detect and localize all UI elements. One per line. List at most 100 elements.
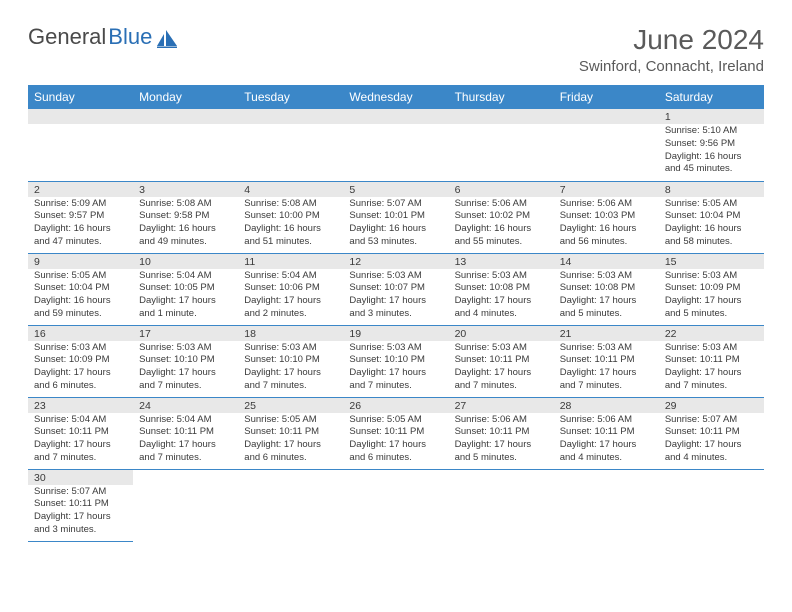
day-number: 21 [554,326,659,341]
calendar-cell [554,109,659,181]
calendar-cell: 3Sunrise: 5:08 AMSunset: 9:58 PMDaylight… [133,181,238,253]
logo-sails-icon [157,28,179,46]
calendar-cell [238,469,343,541]
calendar-cell: 10Sunrise: 5:04 AMSunset: 10:05 PMDaylig… [133,253,238,325]
day-info: Sunrise: 5:04 AMSunset: 10:11 PMDaylight… [133,413,238,468]
day-number: 12 [343,254,448,269]
calendar-cell: 11Sunrise: 5:04 AMSunset: 10:06 PMDaylig… [238,253,343,325]
day-info: Sunrise: 5:03 AMSunset: 10:11 PMDaylight… [554,341,659,396]
location: Swinford, Connacht, Ireland [579,58,764,75]
day-info: Sunrise: 5:03 AMSunset: 10:08 PMDaylight… [554,269,659,324]
calendar-row: 2Sunrise: 5:09 AMSunset: 9:57 PMDaylight… [28,181,764,253]
day-number: 20 [449,326,554,341]
day-info: Sunrise: 5:09 AMSunset: 9:57 PMDaylight:… [28,197,133,252]
calendar-cell: 16Sunrise: 5:03 AMSunset: 10:09 PMDaylig… [28,325,133,397]
day-number: 7 [554,182,659,197]
day-info: Sunrise: 5:05 AMSunset: 10:04 PMDaylight… [659,197,764,252]
day-number: 8 [659,182,764,197]
day-info: Sunrise: 5:03 AMSunset: 10:10 PMDaylight… [238,341,343,396]
header: GeneralBlue June 2024 Swinford, Connacht… [28,24,764,75]
calendar-cell [343,109,448,181]
day-number: 1 [659,109,764,124]
calendar-cell: 17Sunrise: 5:03 AMSunset: 10:10 PMDaylig… [133,325,238,397]
day-info: Sunrise: 5:03 AMSunset: 10:08 PMDaylight… [449,269,554,324]
calendar-cell: 25Sunrise: 5:05 AMSunset: 10:11 PMDaylig… [238,397,343,469]
calendar-cell [449,109,554,181]
calendar-table: SundayMondayTuesdayWednesdayThursdayFrid… [28,85,764,542]
day-header-row: SundayMondayTuesdayWednesdayThursdayFrid… [28,85,764,109]
day-number: 9 [28,254,133,269]
day-number: 28 [554,398,659,413]
day-number: 17 [133,326,238,341]
day-info: Sunrise: 5:03 AMSunset: 10:11 PMDaylight… [659,341,764,396]
calendar-cell: 9Sunrise: 5:05 AMSunset: 10:04 PMDayligh… [28,253,133,325]
day-header: Friday [554,85,659,109]
logo: GeneralBlue [28,24,179,50]
calendar-cell: 29Sunrise: 5:07 AMSunset: 10:11 PMDaylig… [659,397,764,469]
calendar-cell: 8Sunrise: 5:05 AMSunset: 10:04 PMDayligh… [659,181,764,253]
day-header: Wednesday [343,85,448,109]
calendar-cell: 20Sunrise: 5:03 AMSunset: 10:11 PMDaylig… [449,325,554,397]
logo-text-general: General [28,24,106,50]
header-right: June 2024 Swinford, Connacht, Ireland [579,24,764,75]
day-number: 27 [449,398,554,413]
day-info: Sunrise: 5:03 AMSunset: 10:10 PMDaylight… [133,341,238,396]
day-header: Tuesday [238,85,343,109]
calendar-cell [554,469,659,541]
calendar-cell: 12Sunrise: 5:03 AMSunset: 10:07 PMDaylig… [343,253,448,325]
calendar-cell: 19Sunrise: 5:03 AMSunset: 10:10 PMDaylig… [343,325,448,397]
calendar-cell: 18Sunrise: 5:03 AMSunset: 10:10 PMDaylig… [238,325,343,397]
month-title: June 2024 [579,24,764,56]
day-info: Sunrise: 5:06 AMSunset: 10:03 PMDaylight… [554,197,659,252]
calendar-cell: 4Sunrise: 5:08 AMSunset: 10:00 PMDayligh… [238,181,343,253]
calendar-cell: 21Sunrise: 5:03 AMSunset: 10:11 PMDaylig… [554,325,659,397]
calendar-cell [133,469,238,541]
calendar-cell: 1Sunrise: 5:10 AMSunset: 9:56 PMDaylight… [659,109,764,181]
calendar-body: 1Sunrise: 5:10 AMSunset: 9:56 PMDaylight… [28,109,764,541]
day-info: Sunrise: 5:07 AMSunset: 10:11 PMDaylight… [659,413,764,468]
calendar-cell: 24Sunrise: 5:04 AMSunset: 10:11 PMDaylig… [133,397,238,469]
day-info: Sunrise: 5:08 AMSunset: 9:58 PMDaylight:… [133,197,238,252]
day-number: 16 [28,326,133,341]
calendar-cell: 26Sunrise: 5:05 AMSunset: 10:11 PMDaylig… [343,397,448,469]
day-info: Sunrise: 5:08 AMSunset: 10:00 PMDaylight… [238,197,343,252]
calendar-cell: 27Sunrise: 5:06 AMSunset: 10:11 PMDaylig… [449,397,554,469]
calendar-cell: 6Sunrise: 5:06 AMSunset: 10:02 PMDayligh… [449,181,554,253]
calendar-cell: 23Sunrise: 5:04 AMSunset: 10:11 PMDaylig… [28,397,133,469]
day-number: 24 [133,398,238,413]
calendar-cell: 13Sunrise: 5:03 AMSunset: 10:08 PMDaylig… [449,253,554,325]
day-number: 2 [28,182,133,197]
calendar-row: 9Sunrise: 5:05 AMSunset: 10:04 PMDayligh… [28,253,764,325]
calendar-cell: 15Sunrise: 5:03 AMSunset: 10:09 PMDaylig… [659,253,764,325]
day-info: Sunrise: 5:05 AMSunset: 10:04 PMDaylight… [28,269,133,324]
day-number: 26 [343,398,448,413]
calendar-cell: 22Sunrise: 5:03 AMSunset: 10:11 PMDaylig… [659,325,764,397]
day-info: Sunrise: 5:06 AMSunset: 10:11 PMDaylight… [554,413,659,468]
day-info: Sunrise: 5:06 AMSunset: 10:02 PMDaylight… [449,197,554,252]
day-info: Sunrise: 5:07 AMSunset: 10:01 PMDaylight… [343,197,448,252]
day-header: Saturday [659,85,764,109]
calendar-cell [449,469,554,541]
day-number: 4 [238,182,343,197]
day-info: Sunrise: 5:04 AMSunset: 10:05 PMDaylight… [133,269,238,324]
day-info: Sunrise: 5:03 AMSunset: 10:09 PMDaylight… [659,269,764,324]
day-info: Sunrise: 5:03 AMSunset: 10:10 PMDaylight… [343,341,448,396]
day-number: 10 [133,254,238,269]
calendar-cell: 28Sunrise: 5:06 AMSunset: 10:11 PMDaylig… [554,397,659,469]
calendar-cell [238,109,343,181]
logo-text-blue: Blue [108,24,152,50]
day-info: Sunrise: 5:05 AMSunset: 10:11 PMDaylight… [343,413,448,468]
calendar-cell: 7Sunrise: 5:06 AMSunset: 10:03 PMDayligh… [554,181,659,253]
day-number: 29 [659,398,764,413]
day-number: 23 [28,398,133,413]
calendar-row: 16Sunrise: 5:03 AMSunset: 10:09 PMDaylig… [28,325,764,397]
day-number: 11 [238,254,343,269]
day-number: 18 [238,326,343,341]
calendar-cell: 5Sunrise: 5:07 AMSunset: 10:01 PMDayligh… [343,181,448,253]
day-info: Sunrise: 5:04 AMSunset: 10:11 PMDaylight… [28,413,133,468]
calendar-cell: 2Sunrise: 5:09 AMSunset: 9:57 PMDaylight… [28,181,133,253]
day-number: 22 [659,326,764,341]
day-info: Sunrise: 5:03 AMSunset: 10:11 PMDaylight… [449,341,554,396]
day-number: 6 [449,182,554,197]
calendar-cell: 30Sunrise: 5:07 AMSunset: 10:11 PMDaylig… [28,469,133,541]
